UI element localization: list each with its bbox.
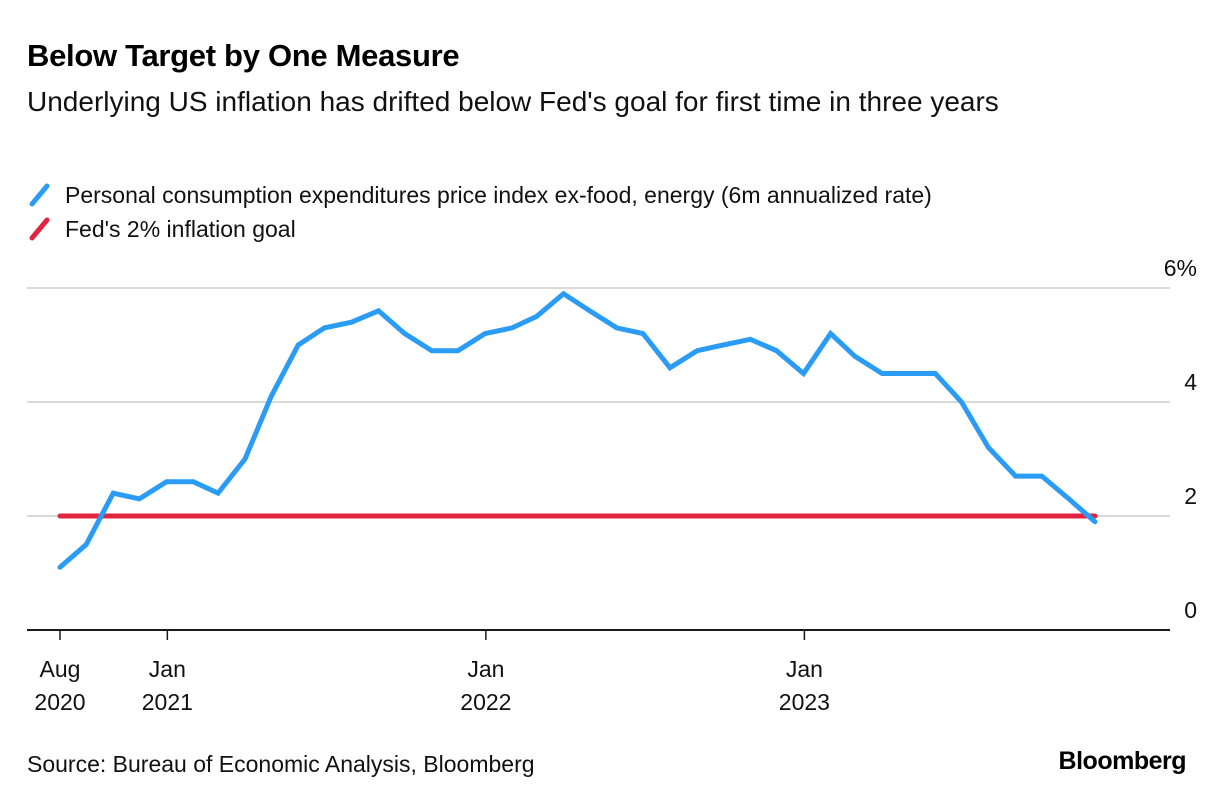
x-tick-label: Jan xyxy=(467,656,504,682)
y-tick-label: 2 xyxy=(1184,483,1197,509)
legend-label-fed-goal: Fed's 2% inflation goal xyxy=(65,215,296,242)
y-tick-label: 6% xyxy=(1164,255,1197,281)
y-axis-labels: 0 2 4 6% xyxy=(1164,255,1197,623)
series-lines xyxy=(57,290,1098,570)
x-tick-label: Aug xyxy=(40,656,81,682)
legend: Personal consumption expenditures price … xyxy=(27,178,932,246)
legend-swatch-pce-icon xyxy=(29,183,50,207)
y-tick-label: 0 xyxy=(1184,597,1197,623)
x-tick-label: 2020 xyxy=(34,689,85,715)
x-tick-label: Jan xyxy=(149,656,186,682)
legend-label-pce: Personal consumption expenditures price … xyxy=(65,181,932,208)
x-tick-label: 2022 xyxy=(460,689,511,715)
x-tick-label: Jan xyxy=(786,656,823,682)
legend-swatch-fed-goal-icon xyxy=(29,217,50,241)
chart-subtitle: Underlying US inflation has drifted belo… xyxy=(27,86,999,117)
x-tick-label: 2023 xyxy=(779,689,830,715)
legend-item-fed-goal: Fed's 2% inflation goal xyxy=(27,212,932,246)
source-note: Source: Bureau of Economic Analysis, Blo… xyxy=(27,751,535,777)
y-tick-label: 4 xyxy=(1184,369,1197,395)
chart-title: Below Target by One Measure xyxy=(27,38,460,73)
bloomberg-logo: Bloomberg xyxy=(1058,747,1187,775)
pce-inflation-line xyxy=(57,290,1098,570)
x-tick-label: 2021 xyxy=(142,689,193,715)
x-axis: Aug 2020 Jan 2021 Jan 2022 Jan 2023 xyxy=(27,629,1170,715)
legend-item-pce: Personal consumption expenditures price … xyxy=(27,178,932,212)
